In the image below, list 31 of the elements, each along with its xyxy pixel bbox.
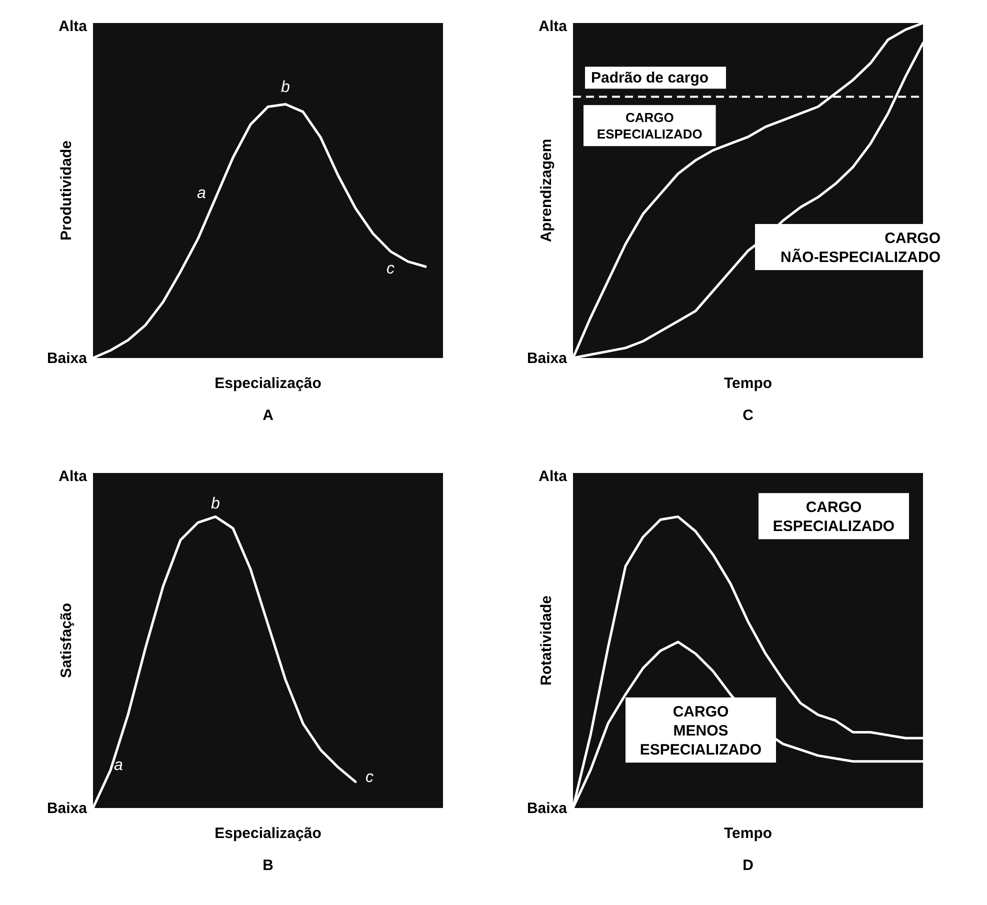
- text: Alta: [58, 468, 88, 485]
- text: Alta: [58, 18, 88, 35]
- x-axis-title: Especialização: [214, 825, 322, 842]
- series-label: CARGO NÃO-ESPECIALIZADO: [780, 230, 941, 266]
- y-axis-title: Produtividade: [58, 140, 75, 241]
- y-axis-title: Satisfação: [58, 602, 75, 678]
- text: Baixa: [46, 350, 88, 367]
- text: A: [262, 407, 274, 424]
- text: C: [742, 407, 754, 424]
- text: Alta: [538, 468, 568, 485]
- x-axis-title: Tempo: [724, 375, 772, 392]
- annotation: c: [386, 260, 394, 278]
- annotation: a: [114, 757, 124, 774]
- x-axis-title: Tempo: [724, 825, 772, 842]
- text: Baixa: [46, 800, 88, 817]
- series-label: CARGO ESPECIALIZADO: [596, 110, 702, 142]
- text: b: [211, 496, 220, 513]
- text: CARGO ESPECIALIZADO: [772, 499, 895, 536]
- annotation: c: [366, 768, 374, 786]
- text: Baixa: [526, 800, 568, 817]
- text: Baixa: [526, 350, 568, 367]
- y-axis-title: Rotatividade: [538, 595, 555, 686]
- text: Alta: [538, 18, 568, 35]
- text: b: [281, 79, 290, 96]
- text: D: [742, 857, 754, 874]
- y-axis-title: Aprendizagem: [538, 138, 555, 242]
- series-label: CARGO MENOS ESPECIALIZADO: [640, 703, 762, 759]
- x-axis-title: Especialização: [214, 375, 322, 392]
- text: B: [262, 857, 274, 874]
- annotation: a: [197, 185, 206, 202]
- ref-line-label: Padrão de cargo: [591, 70, 709, 87]
